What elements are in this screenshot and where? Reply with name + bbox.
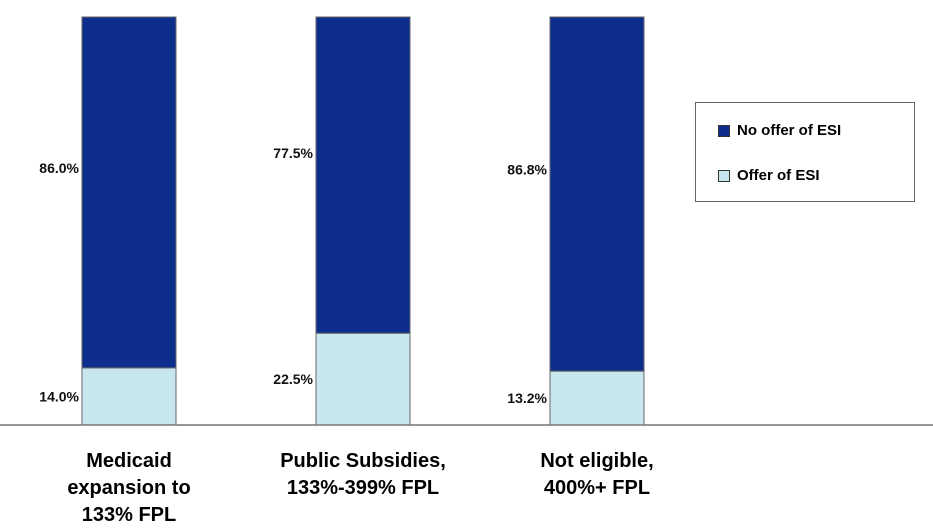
category-label-medicaid: Medicaid expansion to 133% FPL	[29, 448, 229, 529]
legend-item-no-offer: No offer of ESI	[718, 122, 841, 139]
category-label-line: 400%+ FPL	[543, 477, 651, 499]
legend-swatch-offer	[718, 169, 730, 182]
bar-medicaid-offer	[81, 367, 177, 426]
bar-medicaid-no-offer	[81, 16, 177, 369]
category-label-line: 133% FPL	[81, 504, 177, 526]
legend-item-offer: Offer of ESI	[718, 167, 820, 184]
value-label-not-eligible-no-offer: 86.8%	[507, 161, 547, 177]
category-label-line: Not eligible,	[540, 450, 654, 472]
value-label-medicaid-no-offer: 86.0%	[39, 160, 79, 176]
value-label-not-eligible-offer: 13.2%	[507, 390, 547, 406]
legend-label-no-offer: No offer of ESI	[737, 122, 842, 139]
value-label-subsidies-no-offer: 77.5%	[273, 145, 313, 161]
category-label-line: Medicaid	[86, 450, 172, 472]
legend-swatch-no-offer	[718, 124, 730, 137]
bar-not-eligible-offer	[549, 370, 645, 426]
bar-not-eligible-no-offer	[549, 16, 645, 372]
category-label-line: Public Subsidies,	[280, 450, 446, 472]
value-label-subsidies-offer: 22.5%	[273, 371, 313, 387]
bar-subsidies-no-offer	[315, 16, 411, 334]
legend: No offer of ESI Offer of ESI	[695, 102, 915, 202]
legend-label-offer: Offer of ESI	[737, 167, 820, 184]
category-label-not-eligible: Not eligible, 400%+ FPL	[497, 448, 697, 502]
category-label-line: 133%-399% FPL	[286, 477, 440, 499]
bar-subsidies-offer	[315, 332, 411, 426]
category-label-line: expansion to	[67, 477, 191, 499]
category-label-subsidies: Public Subsidies, 133%-399% FPL	[263, 448, 463, 502]
value-label-medicaid-offer: 14.0%	[39, 388, 79, 404]
